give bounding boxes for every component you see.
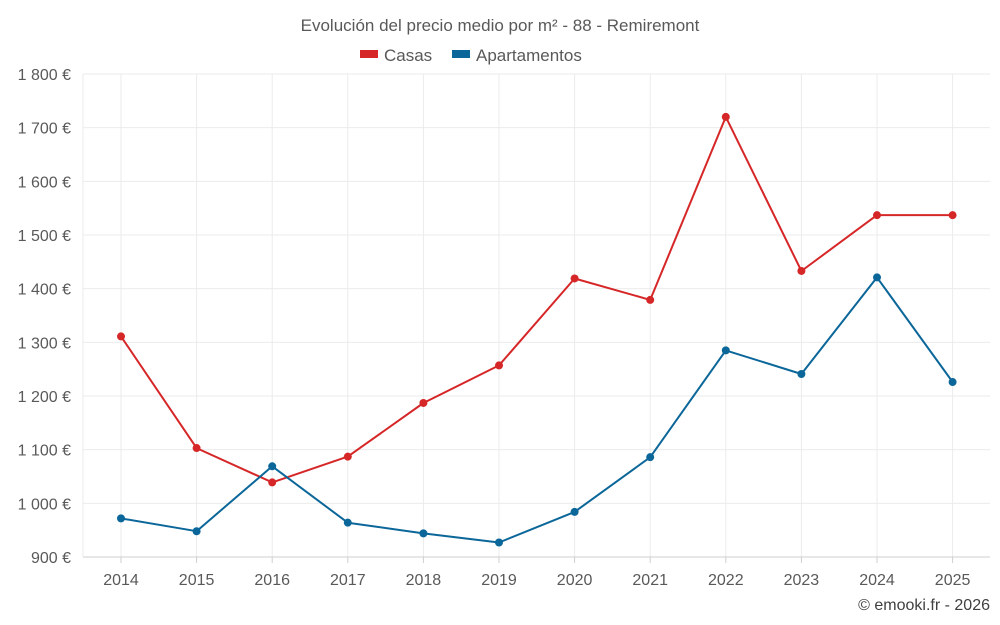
data-point-apartamentos[interactable] (268, 462, 277, 471)
data-point-casas[interactable] (797, 266, 806, 275)
x-tick-label: 2021 (632, 572, 668, 589)
data-point-casas[interactable] (721, 112, 730, 121)
x-tick-label: 2024 (859, 572, 895, 589)
data-point-apartamentos[interactable] (873, 273, 881, 282)
data-point-casas[interactable] (495, 361, 503, 370)
legend-label-apartamentos[interactable]: Apartamentos (476, 46, 582, 65)
x-tick-label: 2025 (935, 572, 971, 589)
y-tick-label: 1 500 € (18, 228, 71, 245)
y-tick-label: 900 € (31, 550, 71, 567)
x-tick-label: 2016 (254, 572, 290, 589)
data-point-casas[interactable] (117, 332, 125, 341)
y-tick-label: 1 400 € (18, 282, 71, 299)
legend-swatch-casas[interactable] (360, 50, 378, 58)
data-point-casas[interactable] (570, 274, 579, 283)
data-point-apartamentos[interactable] (646, 453, 655, 462)
series-line-casas (120, 115, 953, 484)
y-tick-label: 1 100 € (18, 443, 71, 460)
x-tick-label: 2019 (481, 572, 517, 589)
data-point-casas[interactable] (192, 444, 201, 453)
y-tick-label: 1 700 € (18, 121, 71, 138)
legend: Casas Apartamentos (360, 46, 582, 65)
legend-label-casas[interactable]: Casas (384, 46, 432, 65)
data-point-apartamentos[interactable] (948, 378, 957, 387)
x-tick-label: 2014 (103, 572, 139, 589)
legend-swatch-apartamentos[interactable] (452, 50, 470, 58)
y-tick-label: 1 000 € (18, 496, 71, 513)
x-tick-label: 2018 (406, 572, 442, 589)
x-tick-label: 2023 (784, 572, 820, 589)
data-point-casas[interactable] (948, 211, 957, 220)
data-point-apartamentos[interactable] (343, 518, 352, 527)
data-point-apartamentos[interactable] (117, 514, 125, 523)
chart-title: Evolución del precio medio por m² - 88 -… (301, 16, 700, 35)
data-point-casas[interactable] (419, 398, 428, 407)
series-layer (117, 112, 957, 547)
data-point-casas[interactable] (873, 211, 881, 220)
y-tick-label: 1 200 € (18, 389, 71, 406)
credit-text: © emooki.fr - 2026 (858, 597, 990, 614)
y-tick-label: 1 600 € (18, 174, 71, 191)
data-point-apartamentos[interactable] (570, 507, 579, 516)
y-tick-label: 1 800 € (18, 67, 71, 84)
data-point-casas[interactable] (646, 295, 655, 304)
axes: 900 € 1 000 € 1 100 € 1 200 € 1 300 € 1 400 €… (18, 67, 990, 589)
data-point-apartamentos[interactable] (721, 346, 730, 355)
data-point-apartamentos[interactable] (419, 529, 428, 538)
x-tick-label: 2015 (179, 572, 215, 589)
y-tick-label: 1 300 € (18, 335, 71, 352)
x-tick-label: 2017 (330, 572, 366, 589)
data-point-apartamentos[interactable] (495, 538, 503, 547)
x-tick-label: 2020 (557, 572, 593, 589)
grid (82, 73, 990, 557)
data-point-casas[interactable] (343, 452, 352, 461)
data-point-apartamentos[interactable] (192, 527, 201, 536)
x-tick-label: 2022 (708, 572, 744, 589)
series-line-apartamentos (120, 276, 954, 544)
data-point-apartamentos[interactable] (797, 369, 806, 378)
data-point-casas[interactable] (268, 478, 277, 487)
